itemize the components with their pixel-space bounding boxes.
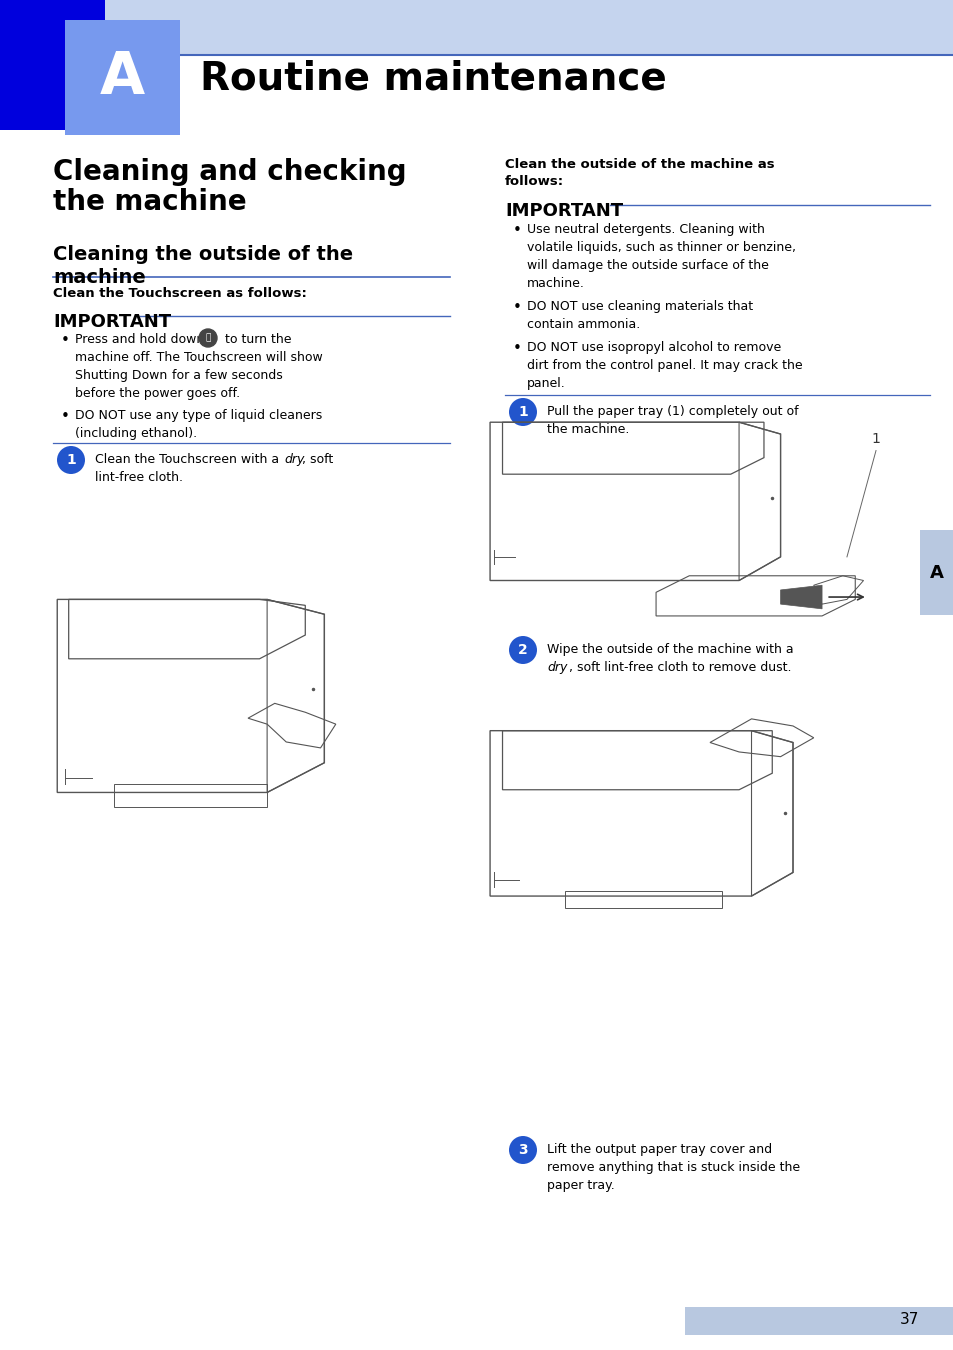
- Bar: [0, 0, 105, 130]
- Text: 1: 1: [871, 432, 880, 446]
- Text: lint-free cloth.: lint-free cloth.: [95, 471, 183, 485]
- Text: machine.: machine.: [526, 277, 584, 290]
- Text: IMPORTANT: IMPORTANT: [504, 202, 622, 220]
- Text: , soft lint-free cloth to remove dust.: , soft lint-free cloth to remove dust.: [568, 662, 791, 674]
- Text: A: A: [99, 50, 145, 107]
- Text: the machine.: the machine.: [546, 423, 629, 436]
- Text: (including ethanol).: (including ethanol).: [75, 427, 197, 440]
- Text: IMPORTANT: IMPORTANT: [53, 313, 171, 331]
- Text: DO NOT use cleaning materials that: DO NOT use cleaning materials that: [526, 300, 752, 313]
- Text: •: •: [61, 409, 70, 424]
- Bar: [684, 1307, 953, 1335]
- Text: dirt from the control panel. It may crack the: dirt from the control panel. It may crac…: [526, 359, 801, 373]
- Text: to turn the: to turn the: [225, 333, 292, 346]
- Text: Lift the output paper tray cover and: Lift the output paper tray cover and: [546, 1143, 771, 1156]
- Text: Clean the outside of the machine as: Clean the outside of the machine as: [504, 158, 774, 171]
- Text: for a few seconds: for a few seconds: [168, 369, 282, 382]
- Circle shape: [57, 446, 85, 474]
- Text: remove anything that is stuck inside the: remove anything that is stuck inside the: [546, 1161, 800, 1174]
- Text: Cleaning and checking: Cleaning and checking: [53, 158, 406, 186]
- Text: DO NOT use any type of liquid cleaners: DO NOT use any type of liquid cleaners: [75, 409, 322, 423]
- Text: Shutting Down: Shutting Down: [75, 369, 167, 382]
- Text: volatile liquids, such as thinner or benzine,: volatile liquids, such as thinner or ben…: [526, 242, 795, 254]
- Text: dry: dry: [284, 454, 304, 466]
- Text: 2: 2: [517, 643, 527, 657]
- Circle shape: [509, 636, 537, 664]
- Text: 37: 37: [900, 1312, 919, 1327]
- Circle shape: [509, 398, 537, 427]
- Text: paper tray.: paper tray.: [546, 1179, 614, 1192]
- Polygon shape: [780, 586, 821, 609]
- Text: contain ammonia.: contain ammonia.: [526, 319, 639, 331]
- Text: •: •: [513, 223, 521, 238]
- Circle shape: [199, 329, 216, 347]
- Text: Pull the paper tray (1) completely out of: Pull the paper tray (1) completely out o…: [546, 405, 798, 418]
- Bar: [919, 531, 953, 616]
- Text: •: •: [513, 300, 521, 315]
- Text: Routine maintenance: Routine maintenance: [200, 59, 666, 97]
- Text: 1: 1: [517, 405, 527, 418]
- Text: machine: machine: [53, 269, 146, 288]
- Circle shape: [509, 1135, 537, 1164]
- Text: ⏻: ⏻: [205, 333, 211, 343]
- Text: Wipe the outside of the machine with a: Wipe the outside of the machine with a: [546, 643, 793, 656]
- Bar: [65, 20, 180, 135]
- Bar: [0, 0, 953, 55]
- Text: 3: 3: [517, 1143, 527, 1157]
- Text: before the power goes off.: before the power goes off.: [75, 387, 240, 400]
- Text: •: •: [513, 342, 521, 356]
- Text: Use neutral detergents. Cleaning with: Use neutral detergents. Cleaning with: [526, 223, 764, 236]
- Text: the machine: the machine: [53, 188, 247, 216]
- Text: dry: dry: [546, 662, 567, 674]
- Text: follows:: follows:: [504, 176, 563, 188]
- Text: DO NOT use isopropyl alcohol to remove: DO NOT use isopropyl alcohol to remove: [526, 342, 781, 354]
- Text: machine off. The Touchscreen will show: machine off. The Touchscreen will show: [75, 351, 322, 364]
- Text: panel.: panel.: [526, 377, 565, 390]
- Text: 1: 1: [66, 454, 76, 467]
- Text: •: •: [61, 333, 70, 348]
- Text: Clean the Touchscreen as follows:: Clean the Touchscreen as follows:: [53, 288, 307, 300]
- Text: Clean the Touchscreen with a: Clean the Touchscreen with a: [95, 454, 283, 466]
- Text: will damage the outside surface of the: will damage the outside surface of the: [526, 259, 768, 271]
- Text: , soft: , soft: [302, 454, 333, 466]
- Text: Cleaning the outside of the: Cleaning the outside of the: [53, 244, 353, 265]
- Text: A: A: [929, 564, 943, 582]
- Text: Press and hold down: Press and hold down: [75, 333, 204, 346]
